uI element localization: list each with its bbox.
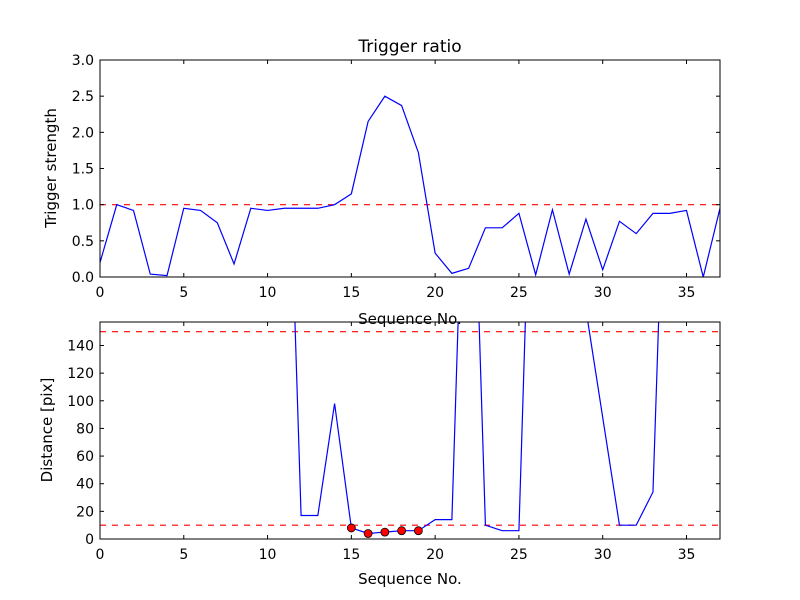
- top-x-tick-label: 20: [426, 285, 444, 301]
- bottom-x-axis-label: Sequence No.: [358, 570, 462, 588]
- top-x-tick-label: 5: [179, 285, 188, 301]
- top-ticks: 0 5 10 15 20 25 30 35 0.0 0.5 1.0 1.5 2.0 2.5 3.0: [72, 53, 720, 301]
- bottom-x-tick-label: 20: [426, 547, 444, 563]
- bottom-y-tick-label: 100: [67, 394, 94, 410]
- top-x-axis-label: Sequence No.: [358, 310, 462, 328]
- bottom-ticks: 0 5 10 15 20 25 30 35 0 20 40 60 80 100 120 140: [67, 322, 720, 563]
- top-y-tick-label: 3.0: [72, 53, 94, 69]
- chart-title: Trigger ratio: [357, 37, 461, 57]
- bottom-x-tick-label: 15: [342, 547, 360, 563]
- bottom-marker-point: [413, 526, 423, 536]
- bottom-marker-point: [380, 527, 390, 537]
- bottom-y-tick-label: 40: [76, 477, 94, 493]
- top-x-tick-label: 0: [96, 285, 105, 301]
- bottom-y-tick-label: 0: [85, 532, 94, 548]
- bottom-x-tick-label: 25: [510, 547, 528, 563]
- bottom-series-line-0: [294, 322, 660, 535]
- bottom-x-tick-label: 10: [259, 547, 277, 563]
- bottom-y-tick-label: 140: [67, 338, 94, 354]
- top-x-tick-label: 25: [510, 285, 528, 301]
- top-y-tick-label: 1.5: [72, 162, 94, 178]
- top-subplot: Trigger ratio 0 5 10 15 20 25 30 35 0.0 0.5 1.0 1.5…: [42, 37, 721, 328]
- top-y-tick-label: 1.0: [72, 198, 94, 214]
- top-series-line-0: [100, 95, 720, 277]
- bottom-y-tick-label: 80: [76, 421, 94, 437]
- bottom-x-tick-label: 35: [678, 547, 696, 563]
- bottom-marker-point: [363, 529, 373, 538]
- bottom-y-tick-label: 120: [67, 366, 94, 382]
- top-x-tick-label: 15: [342, 285, 360, 301]
- top-y-tick-label: 0.5: [72, 234, 94, 250]
- bottom-clipped-marks: [100, 322, 720, 538]
- bottom-x-tick-label: 5: [179, 547, 188, 563]
- bottom-marker-point: [346, 523, 356, 533]
- top-clipped-marks: [100, 95, 720, 277]
- top-x-tick-label: 30: [594, 285, 612, 301]
- bottom-plot-area: [100, 322, 720, 538]
- top-y-tick-label: 2.0: [72, 125, 94, 141]
- top-x-tick-label: 10: [259, 285, 277, 301]
- bottom-x-tick-label: 30: [594, 547, 612, 563]
- top-y-axis-label: Trigger strength: [42, 108, 60, 229]
- bottom-axes-frame: [99, 321, 721, 540]
- top-y-tick-label: 2.5: [72, 89, 94, 105]
- bottom-y-axis-label: Distance [pix]: [38, 378, 56, 483]
- bottom-subplot: 0 5 10 15 20 25 30 35 0 20 40 60 80 100 120 140 Sequenc…: [38, 321, 721, 588]
- top-y-tick-label: 0.0: [72, 270, 94, 286]
- top-plot-area: [100, 95, 720, 277]
- bottom-y-tick-label: 20: [76, 504, 94, 520]
- bottom-marker-point: [397, 526, 407, 536]
- bottom-x-tick-label: 0: [96, 547, 105, 563]
- bottom-y-tick-label: 60: [76, 449, 94, 465]
- top-x-tick-label: 35: [678, 285, 696, 301]
